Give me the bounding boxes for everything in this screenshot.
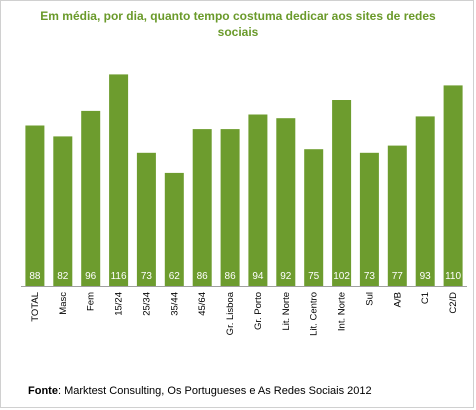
bar-1 bbox=[53, 136, 73, 286]
x-tick-label-9: Lit. Norte bbox=[281, 292, 292, 331]
x-tick-label-1: Masc bbox=[58, 292, 69, 315]
bar-15 bbox=[443, 85, 463, 287]
bar-10 bbox=[304, 149, 324, 286]
bar-4 bbox=[136, 152, 156, 286]
bar-value-label-14: 93 bbox=[420, 271, 432, 282]
bar-value-label-9: 92 bbox=[280, 271, 292, 282]
x-tick-label-15: C2/D bbox=[448, 292, 459, 314]
bar-5 bbox=[164, 172, 184, 286]
bar-11 bbox=[332, 100, 352, 286]
bar-3 bbox=[109, 74, 129, 287]
x-tick-label-10: Lit. Centro bbox=[309, 292, 320, 336]
bar-value-label-1: 82 bbox=[57, 271, 69, 282]
bar-14 bbox=[415, 116, 435, 287]
source-text: : Marktest Consulting, Os Portugueses e … bbox=[57, 385, 372, 397]
bar-value-label-7: 86 bbox=[225, 271, 237, 282]
x-tick-label-7: Gr. Lisboa bbox=[225, 291, 236, 335]
bar-value-label-2: 96 bbox=[85, 271, 97, 282]
bar-value-label-3: 116 bbox=[111, 271, 127, 282]
bar-2 bbox=[81, 110, 101, 287]
x-tick-label-2: Fem bbox=[86, 292, 97, 311]
bar-8 bbox=[248, 114, 268, 286]
bar-value-label-10: 75 bbox=[308, 271, 320, 282]
chart-title: Em média, por dia, quanto tempo costuma … bbox=[40, 9, 436, 39]
bar-value-label-5: 62 bbox=[169, 271, 181, 282]
bar-7 bbox=[220, 129, 240, 286]
x-tick-label-8: Gr. Porto bbox=[253, 292, 264, 330]
x-tick-label-12: Sul bbox=[364, 292, 375, 306]
bar-value-label-0: 88 bbox=[29, 271, 41, 282]
bar-value-label-13: 77 bbox=[392, 271, 404, 282]
bar-value-label-15: 110 bbox=[445, 271, 461, 282]
bar-value-label-4: 73 bbox=[141, 271, 153, 282]
bar-value-label-11: 102 bbox=[333, 271, 350, 282]
bar-13 bbox=[387, 145, 407, 286]
source-note: Fonte: Marktest Consulting, Os Portugues… bbox=[28, 385, 372, 397]
bar-value-label-8: 94 bbox=[252, 271, 264, 282]
bar-value-label-6: 86 bbox=[197, 271, 209, 282]
x-tick-label-14: C1 bbox=[420, 292, 431, 304]
bar-12 bbox=[359, 152, 379, 286]
bar-9 bbox=[276, 118, 296, 286]
source-label: Fonte bbox=[28, 385, 58, 397]
bar-0 bbox=[25, 125, 45, 286]
x-tick-label-4: 25/34 bbox=[141, 292, 152, 316]
x-tick-label-11: Int. Norte bbox=[337, 292, 348, 331]
x-tick-label-0: TOTAL bbox=[30, 292, 41, 322]
x-tick-label-3: 15/24 bbox=[114, 292, 125, 316]
bar-6 bbox=[192, 129, 212, 286]
value-labels-group: 88 82 96 116 73 62 86 86 94 92 75 102 73 77 93 110 bbox=[29, 271, 461, 282]
x-tick-label-5: 35/44 bbox=[169, 292, 180, 316]
bar-value-label-12: 73 bbox=[364, 271, 376, 282]
bars-group bbox=[25, 74, 463, 287]
x-tick-label-13: A/B bbox=[392, 292, 403, 307]
x-tick-labels-group: TOTAL Masc Fem 15/24 25/34 35/44 45/64 Gr. Lisb… bbox=[30, 291, 459, 336]
x-tick-label-6: 45/64 bbox=[197, 292, 208, 316]
